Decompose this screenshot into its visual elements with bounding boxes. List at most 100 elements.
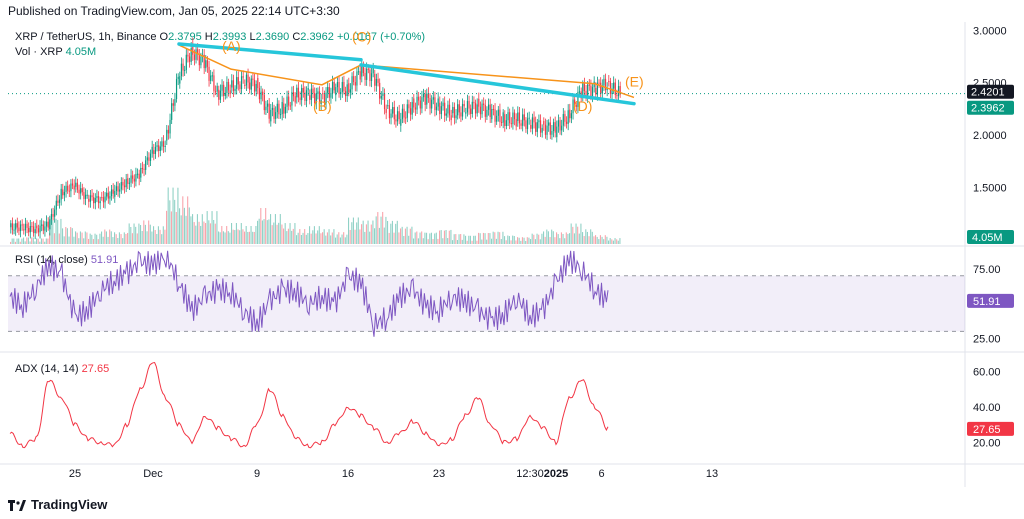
price-tick-label: 2.0000 <box>973 130 1007 142</box>
candle-body <box>68 190 70 192</box>
candle-body <box>218 89 220 100</box>
volume-bar <box>211 211 213 244</box>
candle-body <box>590 85 592 96</box>
volume-bar <box>416 231 418 244</box>
candle-body <box>406 104 408 118</box>
volume-bar <box>601 236 603 244</box>
volume-bar <box>489 233 491 244</box>
candle-body <box>483 103 485 105</box>
volume-bar <box>144 224 146 244</box>
candle-body <box>424 94 426 105</box>
volume-bar <box>616 239 618 244</box>
candle-body <box>107 192 109 199</box>
volume-bar <box>385 216 387 244</box>
candle-body <box>81 188 83 193</box>
candle-body <box>461 103 464 117</box>
volume-bar <box>283 228 285 244</box>
candle-body <box>78 189 80 194</box>
volume-bar <box>478 232 480 244</box>
candle-body <box>619 86 621 95</box>
volume-bar <box>135 226 137 244</box>
candle-body <box>422 94 425 98</box>
candle-body <box>28 227 30 233</box>
candle-body <box>240 76 243 90</box>
volume-bar <box>239 230 241 244</box>
volume-bar <box>525 240 527 244</box>
candle-body <box>203 54 205 69</box>
volume-bar <box>11 238 13 244</box>
candle-body <box>232 80 235 92</box>
volume-bar <box>577 226 579 244</box>
candle-body <box>507 112 509 121</box>
volume-bar <box>390 223 392 244</box>
volume-bar <box>573 233 575 244</box>
candle-body <box>109 196 111 199</box>
volume-bar <box>294 223 296 244</box>
volume-bar <box>474 235 476 244</box>
candle-body <box>193 54 196 60</box>
candle-body <box>158 145 160 152</box>
volume-bar <box>417 238 419 244</box>
volume-bar <box>278 222 280 244</box>
volume-bar <box>598 239 600 244</box>
tradingview-brand[interactable]: TradingView <box>8 497 107 512</box>
candle-body <box>598 82 600 84</box>
candle-body <box>517 112 519 121</box>
candle-body <box>463 103 465 107</box>
volume-bar <box>611 239 613 244</box>
candle-body <box>604 78 607 91</box>
candle-body <box>211 75 213 77</box>
x-tick-label: 25 <box>69 468 81 480</box>
candle-body <box>114 191 116 197</box>
volume-bar <box>120 234 122 244</box>
volume-bar <box>81 232 83 244</box>
candle-body <box>348 83 350 93</box>
candle-body <box>421 97 423 109</box>
volume-bar <box>18 238 20 244</box>
volume-bar <box>76 232 78 244</box>
candle-body <box>484 104 486 117</box>
volume-bar <box>26 237 28 244</box>
volume-bar <box>348 217 350 244</box>
volume-bar <box>92 239 94 244</box>
candle-body <box>187 54 189 57</box>
volume-bar <box>16 238 18 244</box>
candle-body <box>291 92 293 106</box>
volume-bar <box>19 241 21 244</box>
candle-body <box>361 65 363 77</box>
volume-bar <box>580 223 582 244</box>
candle-body <box>457 104 459 116</box>
candle-body <box>575 105 577 107</box>
volume-bar <box>265 208 267 244</box>
volume-bar <box>146 231 148 244</box>
volume-bar <box>83 238 85 244</box>
candle-body <box>182 63 184 71</box>
wave-path <box>178 44 635 99</box>
volume-bar <box>502 231 504 244</box>
candle-body <box>525 120 527 129</box>
candle-body <box>460 112 462 117</box>
volume-bar <box>518 237 520 244</box>
candle-body <box>65 185 67 192</box>
candle-body <box>318 91 321 104</box>
volume-bar <box>292 228 294 244</box>
candle-body <box>71 183 74 186</box>
volume-bar <box>330 235 332 244</box>
candle-body <box>323 94 326 104</box>
volume-bar <box>148 220 150 244</box>
candle-body <box>359 71 361 80</box>
rsi-tag-bg <box>967 293 1014 308</box>
candle-body <box>481 103 483 115</box>
candle-body <box>414 107 417 110</box>
candle-body <box>125 179 127 188</box>
price-tick-label: 1.5000 <box>973 182 1007 194</box>
volume-bar <box>456 240 458 244</box>
volume-bar <box>226 226 228 244</box>
volume-bar <box>439 230 441 244</box>
candle-body <box>559 120 561 131</box>
volume-bar <box>380 216 382 244</box>
volume-bar <box>75 231 77 244</box>
candle-body <box>279 114 282 116</box>
volume-bar <box>289 223 291 244</box>
